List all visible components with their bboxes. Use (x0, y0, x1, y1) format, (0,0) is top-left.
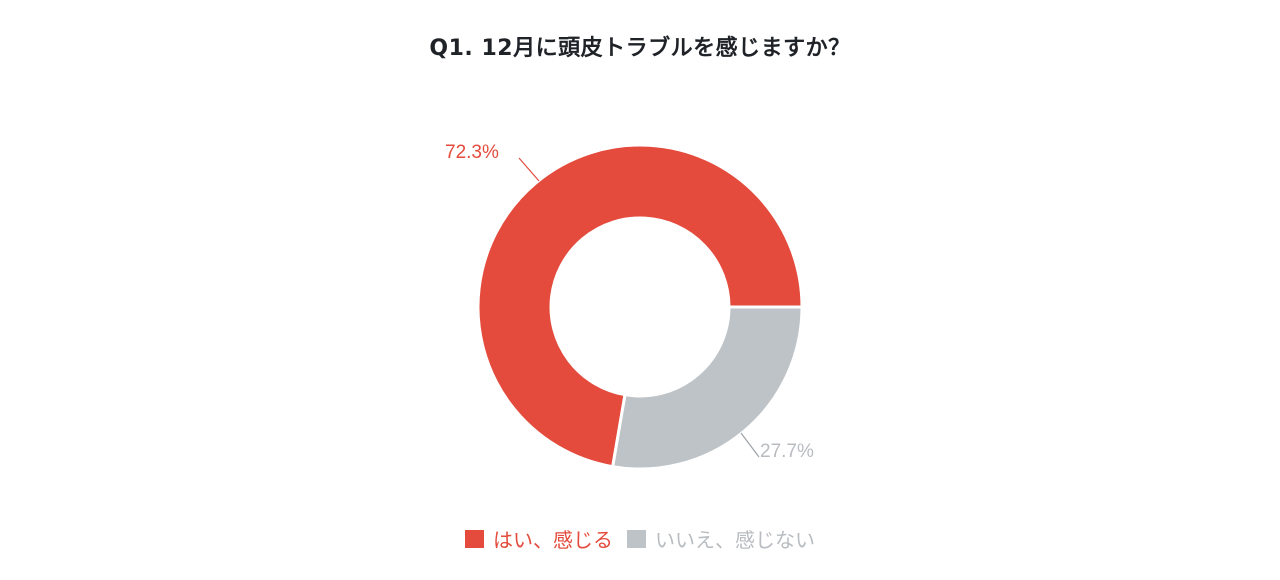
legend-label-yes: はい、感じる (493, 528, 613, 552)
data-label-yes: 72.3% (445, 142, 499, 163)
legend-swatch-no (627, 529, 646, 548)
data-label-no: 27.7% (760, 441, 814, 462)
leader-line-yes (518, 157, 540, 182)
legend-label-no: いいえ、感じない (655, 528, 815, 552)
chart-legend: はい、感じる いいえ、感じない (0, 524, 1280, 553)
legend-item-yes[interactable]: はい、感じる (465, 524, 613, 553)
slice-yes[interactable] (476, 143, 804, 469)
legend-item-no[interactable]: いいえ、感じない (627, 524, 815, 553)
legend-swatch-yes (465, 529, 484, 548)
leader-line-no (740, 432, 760, 458)
chart-title: Q1. 12月に頭皮トラブルを感じますか？ (429, 36, 851, 61)
slice-no[interactable] (610, 305, 804, 471)
